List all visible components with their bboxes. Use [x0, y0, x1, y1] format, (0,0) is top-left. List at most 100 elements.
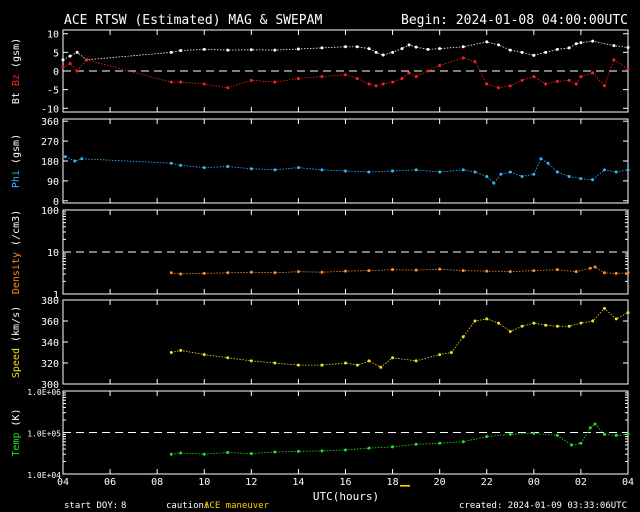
data-point-speed	[579, 321, 583, 325]
data-point-phi	[80, 157, 84, 161]
series-trace-phi	[65, 156, 629, 184]
data-point-bt	[355, 45, 359, 49]
data-point-temp	[391, 445, 395, 449]
data-point-phi	[367, 170, 371, 174]
data-point-bt	[532, 53, 536, 57]
series-phi	[63, 155, 630, 185]
data-point-bz	[426, 69, 430, 73]
data-point-speed	[520, 324, 524, 328]
start-doy-value: 8	[121, 501, 126, 511]
speed-ytick-label: 380	[41, 296, 59, 307]
panel-phi: 360 270 180 90 0 Phi (gsm)	[11, 117, 630, 208]
x-tick-label: 14	[292, 477, 304, 488]
speed-ytick-label: 320	[41, 359, 59, 370]
temp-ytick-label: 1.0E+06	[27, 388, 61, 397]
speed-ylabel-part: (km/s)	[11, 306, 22, 348]
x-tick-label: 22	[481, 477, 493, 488]
data-point-bt	[544, 50, 548, 54]
data-point-density	[532, 269, 536, 273]
data-point-bt	[344, 45, 347, 49]
x-tick-label: 04	[57, 477, 69, 488]
start-doy-label: start DOY:	[64, 501, 118, 511]
data-point-phi	[485, 174, 489, 178]
x-tick-label: 10	[198, 477, 210, 488]
density-ylabel-part: Density	[11, 252, 22, 294]
data-point-speed	[296, 363, 300, 367]
data-point-bt	[179, 49, 183, 52]
data-point-bz	[85, 58, 89, 62]
data-point-bt	[400, 47, 404, 51]
data-point-density	[414, 268, 418, 272]
series-trace-temp	[171, 423, 629, 455]
chart-title: ACE RTSW (Estimated) MAG & SWEPAM	[64, 13, 322, 28]
series-speed	[169, 306, 630, 369]
speed-ytick-label: 360	[41, 317, 59, 328]
x-tick-label: 12	[245, 477, 257, 488]
data-point-bt	[68, 54, 72, 58]
mag-ytick-label: 5	[53, 48, 59, 59]
data-point-phi	[226, 165, 230, 169]
speed-ylabel-part: Speed	[11, 348, 22, 378]
temp-ylabel-part: Temp	[11, 433, 22, 457]
x-tick-label: 08	[151, 477, 163, 488]
mag-ytick-label: -10	[41, 104, 59, 115]
data-point-temp	[461, 440, 465, 444]
speed-ytick-label: 340	[41, 338, 59, 349]
data-point-bt	[414, 45, 418, 49]
mag-ylabel: Bt Bz (gsm)	[11, 38, 22, 104]
data-point-density	[438, 267, 442, 271]
data-point-bt	[520, 50, 524, 54]
density-ytick-label: 10	[47, 248, 59, 259]
data-point-temp	[485, 435, 489, 439]
data-point-density	[226, 271, 230, 275]
data-point-speed	[555, 324, 559, 328]
data-point-speed	[544, 323, 548, 327]
x-tick-label: 20	[434, 477, 446, 488]
data-point-phi	[438, 170, 442, 174]
phi-ylabel-part: (gsm)	[11, 134, 22, 170]
panel-temp: 1.0E+06 1.0E+05 1.0E+04 Temp (K)	[11, 388, 630, 480]
speed-ylabel: Speed (km/s)	[11, 306, 22, 378]
data-point-phi	[567, 174, 571, 178]
x-tick-label: 18	[387, 477, 399, 488]
panel-density: 100 10 1 Density (/cm3)	[11, 206, 630, 301]
data-point-bt	[202, 47, 206, 51]
x-tick-label: 16	[339, 477, 351, 488]
mag-ylabel-part: Bz	[11, 74, 22, 92]
data-point-phi	[508, 170, 512, 174]
data-point-bt	[226, 48, 230, 52]
panel-speed: 380 360 340 320 300 Speed (km/s)	[11, 296, 630, 391]
x-tick-label: 02	[575, 477, 587, 488]
series-density	[169, 265, 630, 276]
data-point-density	[593, 265, 597, 269]
x-axis: 04 06 08 10 12 14 16 18 20 22 00 02 04	[57, 477, 634, 488]
series-trace-speed	[171, 307, 629, 368]
series-bz	[61, 56, 630, 90]
data-point-phi	[169, 161, 173, 165]
data-point-speed	[367, 359, 371, 363]
data-point-speed	[344, 361, 347, 365]
temp-ytick-label: 1.0E+04	[27, 471, 61, 480]
data-point-phi	[202, 166, 206, 170]
phi-ytick-label: 0	[53, 197, 59, 208]
data-point-density	[555, 268, 559, 272]
data-point-density	[367, 269, 371, 273]
series-bt	[61, 39, 630, 62]
data-point-bt	[497, 43, 501, 47]
phi-ytick-label: 270	[41, 137, 59, 148]
phi-ylabel: Phi (gsm)	[11, 134, 22, 188]
data-point-temp	[438, 441, 442, 445]
data-point-temp	[249, 452, 253, 456]
caution-label: caution:	[166, 501, 209, 511]
begin-time: Begin: 2024-01-08 04:00:00UTC	[401, 13, 628, 28]
temp-ytick-label: 1.0E+05	[27, 430, 61, 439]
data-point-phi	[579, 177, 583, 181]
created-timestamp: created: 2024-01-09 03:33:06UTC	[459, 501, 627, 511]
x-tick-label: 04	[622, 477, 634, 488]
data-point-temp	[273, 450, 277, 454]
data-point-density	[249, 270, 253, 274]
x-tick-label: 00	[528, 477, 540, 488]
density-ytick-label: 1	[53, 290, 59, 301]
data-point-density	[391, 268, 395, 272]
